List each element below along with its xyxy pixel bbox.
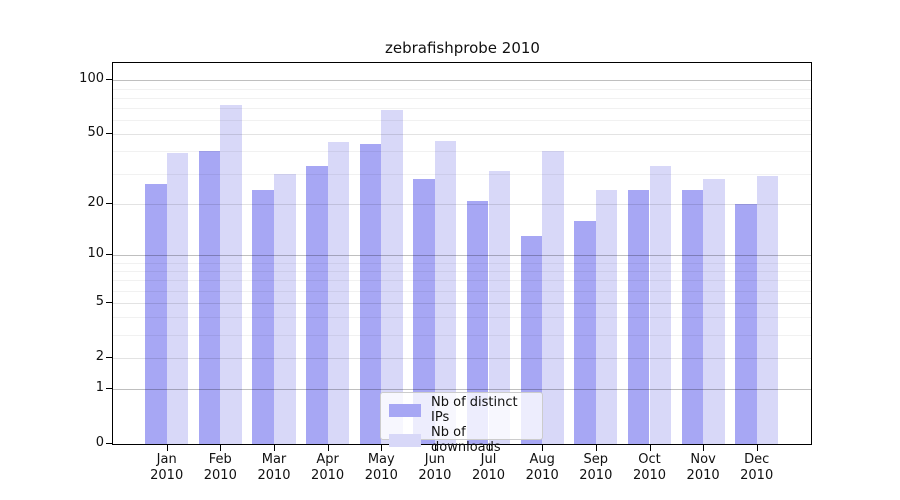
x-tick-mark bbox=[649, 444, 651, 451]
bar-downloads bbox=[220, 104, 242, 444]
gridline-8 bbox=[113, 270, 811, 272]
bar-downloads bbox=[703, 178, 725, 444]
bar-downloads bbox=[649, 166, 672, 444]
gridline-10 bbox=[113, 255, 811, 257]
legend-label-downloads: Nb of downloads bbox=[431, 425, 501, 455]
x-tick-label: Jul 2010 bbox=[471, 452, 506, 483]
bar-downloads bbox=[434, 140, 457, 444]
y-tick-label: 0 bbox=[95, 435, 104, 450]
y-tick-mark bbox=[106, 388, 112, 390]
x-tick-mark bbox=[595, 444, 597, 451]
x-tick-label: Sep 2010 bbox=[579, 452, 613, 483]
bar-distinct-ips bbox=[735, 204, 757, 444]
x-tick-mark bbox=[274, 444, 275, 451]
bar-downloads bbox=[542, 151, 564, 444]
x-tick-label: Jun 2010 bbox=[418, 452, 452, 483]
bar-downloads bbox=[756, 176, 779, 444]
bar-downloads bbox=[274, 173, 296, 444]
legend-row-distinct-ips: Nb of distinct IPs bbox=[389, 395, 534, 425]
x-tick-label: Aug 2010 bbox=[525, 452, 559, 483]
bar-downloads bbox=[595, 190, 618, 444]
legend: Nb of distinct IPs Nb of downloads bbox=[380, 392, 543, 455]
y-tick-mark bbox=[106, 254, 112, 256]
y-tick-label: 1 bbox=[95, 380, 104, 396]
gridline-6 bbox=[113, 290, 811, 292]
x-tick-label: Mar 2010 bbox=[257, 452, 291, 483]
y-tick-label: 20 bbox=[87, 195, 104, 211]
legend-swatch-downloads bbox=[389, 433, 421, 447]
x-tick-mark bbox=[434, 444, 436, 451]
legend-swatch-distinct-ips bbox=[389, 403, 421, 417]
bar-downloads bbox=[381, 110, 403, 444]
legend-label-distinct-ips: Nb of distinct IPs bbox=[431, 395, 518, 425]
y-tick-label: 50 bbox=[87, 125, 104, 141]
bar-distinct-ips bbox=[681, 190, 704, 444]
y-tick-label: 2 bbox=[95, 348, 104, 364]
y-tick-mark bbox=[106, 443, 112, 444]
gridline-7 bbox=[113, 280, 811, 282]
x-tick-label: Dec 2010 bbox=[740, 452, 774, 483]
bar-distinct-ips bbox=[145, 184, 167, 444]
chart-title: zebrafishprobe 2010 bbox=[385, 39, 540, 57]
x-tick-mark bbox=[166, 444, 168, 451]
bar-distinct-ips bbox=[359, 144, 382, 444]
bar-distinct-ips bbox=[413, 178, 435, 444]
y-tick-mark bbox=[106, 79, 112, 81]
gridline-70 bbox=[113, 108, 811, 110]
gridline-60 bbox=[113, 120, 811, 122]
gridline-100 bbox=[113, 80, 811, 82]
gridline-50 bbox=[113, 134, 811, 136]
x-tick-mark bbox=[756, 444, 758, 451]
bar-distinct-ips bbox=[252, 190, 274, 444]
gridline-2 bbox=[113, 357, 811, 359]
gridline-5 bbox=[113, 302, 811, 304]
bar-downloads bbox=[488, 171, 511, 444]
gridline-20 bbox=[113, 204, 811, 206]
bar-distinct-ips bbox=[627, 190, 650, 444]
x-tick-label: Apr 2010 bbox=[311, 452, 345, 483]
x-tick-mark bbox=[542, 444, 544, 451]
y-tick-mark bbox=[106, 356, 112, 358]
bar-distinct-ips bbox=[574, 220, 596, 444]
gridline-3 bbox=[113, 334, 811, 336]
bar-distinct-ips bbox=[306, 166, 328, 444]
x-tick-mark bbox=[381, 444, 383, 451]
bar-distinct-ips bbox=[466, 200, 489, 444]
y-tick-label: 10 bbox=[87, 246, 104, 262]
x-tick-mark bbox=[703, 444, 705, 451]
y-tick-mark bbox=[106, 203, 112, 205]
bar-downloads bbox=[327, 142, 350, 444]
gridline-40 bbox=[113, 151, 811, 153]
gridline-80 bbox=[113, 97, 811, 99]
x-tick-mark bbox=[488, 444, 490, 451]
bar-distinct-ips bbox=[198, 151, 221, 444]
x-tick-mark bbox=[327, 444, 329, 451]
gridline-90 bbox=[113, 88, 811, 90]
x-tick-mark bbox=[220, 444, 222, 451]
gridline-1 bbox=[113, 389, 811, 391]
gridline-4 bbox=[113, 317, 811, 319]
y-tick-mark bbox=[106, 301, 112, 303]
x-tick-label: Jan 2010 bbox=[150, 452, 184, 483]
bar-downloads bbox=[166, 153, 189, 444]
x-tick-label: May 2010 bbox=[364, 452, 398, 483]
x-tick-label: Oct 2010 bbox=[632, 452, 667, 483]
plot-area bbox=[112, 62, 812, 445]
y-tick-mark bbox=[106, 133, 112, 135]
y-tick-label: 5 bbox=[95, 293, 104, 309]
y-tick-label: 100 bbox=[79, 71, 104, 87]
gridline-30 bbox=[113, 173, 811, 175]
legend-row-downloads: Nb of downloads bbox=[389, 425, 534, 455]
x-tick-label: Feb 2010 bbox=[203, 452, 237, 483]
gridline-9 bbox=[113, 262, 811, 264]
x-tick-label: Nov 2010 bbox=[686, 452, 720, 483]
